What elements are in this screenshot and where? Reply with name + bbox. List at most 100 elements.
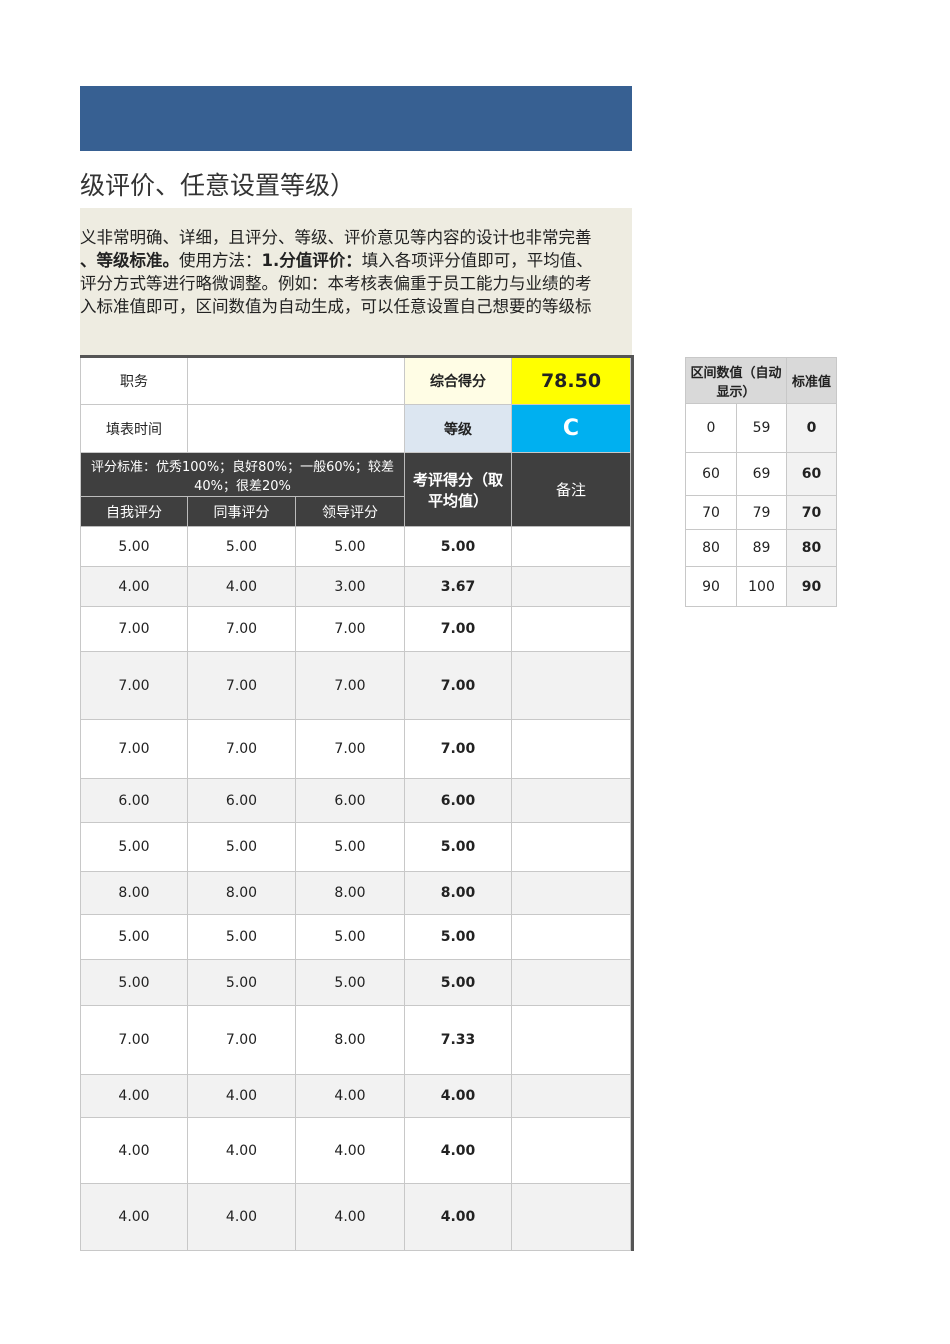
- header-self: 自我评分: [80, 497, 188, 527]
- remark-cell[interactable]: [512, 823, 631, 872]
- standard-value[interactable]: 80: [787, 530, 837, 567]
- score-cell[interactable]: 5.00: [188, 915, 296, 960]
- score-cell[interactable]: 7.00: [296, 652, 405, 720]
- remark-cell[interactable]: [512, 652, 631, 720]
- score-cell[interactable]: 7.00: [80, 1006, 188, 1075]
- range-max: 69: [737, 453, 787, 496]
- score-cell: 7.00: [405, 652, 512, 720]
- score-cell: 3.67: [405, 567, 512, 607]
- standard-value[interactable]: 70: [787, 496, 837, 530]
- range-min: 60: [685, 453, 737, 496]
- remark-cell[interactable]: [512, 960, 631, 1006]
- score-cell: 4.00: [405, 1184, 512, 1251]
- header-average: 考评得分（取平均值）: [405, 453, 512, 527]
- score-cell[interactable]: 5.00: [296, 915, 405, 960]
- standard-value[interactable]: 90: [787, 567, 837, 607]
- range-max: 59: [737, 404, 787, 453]
- standard-value[interactable]: 60: [787, 453, 837, 496]
- desc-line: 、等级标准。使用方法：1.分值评价：填入各项评分值即可，平均值、: [80, 251, 593, 270]
- score-cell[interactable]: 5.00: [80, 823, 188, 872]
- score-cell[interactable]: 4.00: [188, 1118, 296, 1184]
- range-max: 79: [737, 496, 787, 530]
- score-cell[interactable]: 7.00: [296, 607, 405, 652]
- score-cell[interactable]: 7.00: [80, 652, 188, 720]
- score-cell[interactable]: 7.00: [296, 720, 405, 779]
- score-cell: 5.00: [405, 527, 512, 567]
- score-cell[interactable]: 4.00: [296, 1075, 405, 1118]
- score-cell[interactable]: 4.00: [188, 567, 296, 607]
- score-cell[interactable]: 4.00: [80, 567, 188, 607]
- score-cell: 8.00: [405, 872, 512, 915]
- remark-cell[interactable]: [512, 527, 631, 567]
- sheet-title: 级评价、任意设置等级）: [80, 171, 356, 200]
- remark-cell[interactable]: [512, 1118, 631, 1184]
- remark-cell[interactable]: [512, 607, 631, 652]
- score-cell[interactable]: 5.00: [296, 823, 405, 872]
- date-label: 填表时间: [80, 405, 188, 453]
- score-cell[interactable]: 4.00: [80, 1075, 188, 1118]
- score-cell[interactable]: 4.00: [296, 1184, 405, 1251]
- score-cell[interactable]: 5.00: [80, 960, 188, 1006]
- score-cell[interactable]: 7.00: [80, 607, 188, 652]
- header-remark: 备注: [512, 453, 631, 527]
- score-cell[interactable]: 5.00: [188, 960, 296, 1006]
- score-cell[interactable]: 6.00: [296, 779, 405, 823]
- remark-cell[interactable]: [512, 567, 631, 607]
- description-box: 义非常明确、详细，且评分、等级、评价意见等内容的设计也非常完善 、等级标准。使用…: [80, 208, 632, 356]
- desc-line: 入标准值即可，区间数值为自动生成，可以任意设置自己想要的等级标: [80, 297, 592, 316]
- remark-cell[interactable]: [512, 720, 631, 779]
- score-cell[interactable]: 5.00: [296, 960, 405, 1006]
- score-cell: 4.00: [405, 1075, 512, 1118]
- remark-cell[interactable]: [512, 1006, 631, 1075]
- range-min: 90: [685, 567, 737, 607]
- score-cell[interactable]: 7.00: [188, 720, 296, 779]
- score-cell[interactable]: 4.00: [80, 1184, 188, 1251]
- range-max: 89: [737, 530, 787, 567]
- header-leader: 领导评分: [296, 497, 405, 527]
- header-peer: 同事评分: [188, 497, 296, 527]
- score-cell[interactable]: 5.00: [80, 915, 188, 960]
- remark-cell[interactable]: [512, 1184, 631, 1251]
- score-cell[interactable]: 5.00: [80, 527, 188, 567]
- score-cell: 4.00: [405, 1118, 512, 1184]
- range-min: 80: [685, 530, 737, 567]
- score-cell[interactable]: 4.00: [188, 1184, 296, 1251]
- total-score-value: 78.50: [512, 358, 631, 405]
- score-cell[interactable]: 4.00: [80, 1118, 188, 1184]
- total-score-label: 综合得分: [405, 358, 512, 405]
- title-banner: [80, 86, 632, 151]
- score-cell: 5.00: [405, 823, 512, 872]
- score-cell[interactable]: 8.00: [296, 1006, 405, 1075]
- score-cell: 7.00: [405, 720, 512, 779]
- standard-header: 标准值: [787, 357, 837, 404]
- range-max: 100: [737, 567, 787, 607]
- position-label: 职务: [80, 358, 188, 405]
- standard-value[interactable]: 0: [787, 404, 837, 453]
- range-min: 70: [685, 496, 737, 530]
- score-cell[interactable]: 5.00: [188, 527, 296, 567]
- grade-value: C: [512, 405, 631, 453]
- score-cell: 7.00: [405, 607, 512, 652]
- score-cell[interactable]: 6.00: [80, 779, 188, 823]
- remark-cell[interactable]: [512, 915, 631, 960]
- score-cell[interactable]: 5.00: [296, 527, 405, 567]
- score-cell[interactable]: 8.00: [188, 872, 296, 915]
- position-input[interactable]: [188, 358, 405, 405]
- range-min: 0: [685, 404, 737, 453]
- score-cell[interactable]: 7.00: [80, 720, 188, 779]
- score-cell[interactable]: 7.00: [188, 1006, 296, 1075]
- score-cell[interactable]: 4.00: [296, 1118, 405, 1184]
- score-cell[interactable]: 8.00: [296, 872, 405, 915]
- score-cell[interactable]: 7.00: [188, 607, 296, 652]
- score-cell[interactable]: 3.00: [296, 567, 405, 607]
- date-input[interactable]: [188, 405, 405, 453]
- score-cell[interactable]: 5.00: [188, 823, 296, 872]
- score-cell[interactable]: 7.00: [188, 652, 296, 720]
- remark-cell[interactable]: [512, 779, 631, 823]
- remark-cell[interactable]: [512, 1075, 631, 1118]
- score-cell[interactable]: 6.00: [188, 779, 296, 823]
- score-cell[interactable]: 8.00: [80, 872, 188, 915]
- remark-cell[interactable]: [512, 872, 631, 915]
- range-header: 区间数值（自动显示）: [685, 357, 787, 404]
- score-cell[interactable]: 4.00: [188, 1075, 296, 1118]
